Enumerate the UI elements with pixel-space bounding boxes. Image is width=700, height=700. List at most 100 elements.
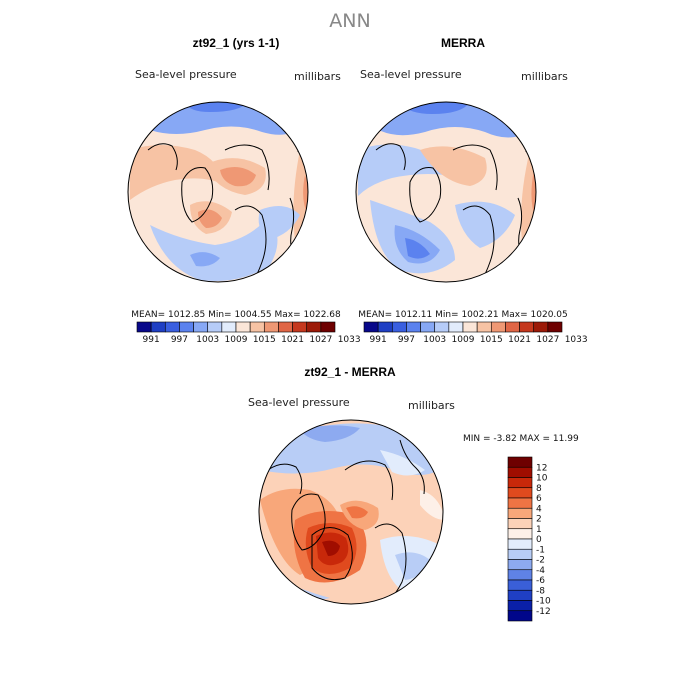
colorbar-swatch <box>306 321 322 333</box>
colorbar-swatch <box>507 487 533 499</box>
field-label: Sea-level pressure <box>360 68 462 81</box>
colorbar-swatch <box>278 321 293 333</box>
colorbar: 991 997 1003 1009 1015 1021 1027 1033 <box>363 321 588 345</box>
colorbar-tick-label: -12 <box>536 607 551 617</box>
colorbar-swatch <box>507 456 533 468</box>
map-border <box>258 419 444 605</box>
colorbar-swatch <box>292 321 308 333</box>
stats-text: MIN = -3.82 MAX = 11.99 <box>463 434 579 444</box>
colorbar-swatch <box>507 518 533 530</box>
colorbar-swatch <box>519 321 535 333</box>
colorbar-swatch <box>507 600 533 612</box>
colorbar-swatch <box>490 321 506 333</box>
panel-difference: zt92_1 - MERRA Sea-level pressure millib… <box>248 365 579 622</box>
colorbar-tick-label: 4 <box>536 504 542 514</box>
colorbar-tick-label: 1021 <box>508 335 531 345</box>
colorbar-swatch <box>507 610 533 622</box>
colorbar: 991 997 1003 1009 1015 1021 1027 1033 <box>136 321 361 345</box>
stats-text: MEAN= 1012.85 Min= 1004.55 Max= 1022.68 <box>131 310 341 320</box>
colorbar-tick-label: 1015 <box>480 335 503 345</box>
units-label: millibars <box>521 70 568 83</box>
colorbar-tick-label: 10 <box>536 474 548 484</box>
colorbar-tick-label: 997 <box>171 335 188 345</box>
colorbar-tick-label: 12 <box>536 463 547 473</box>
colorbar-swatch <box>249 321 265 333</box>
colorbar-swatch <box>462 321 478 333</box>
colorbar-swatch <box>363 321 379 333</box>
map-border <box>127 101 309 283</box>
colorbar-swatch <box>164 321 180 333</box>
colorbar-tick-label: 1033 <box>565 335 588 345</box>
panel-title: zt92_1 (yrs 1-1) <box>193 36 280 50</box>
colorbar-tick-label: 1003 <box>423 335 446 345</box>
colorbar-tick-label: 0 <box>536 535 542 545</box>
colorbar-swatch <box>507 579 533 591</box>
colorbar-swatch <box>377 321 393 333</box>
colorbar-swatch <box>507 559 533 571</box>
colorbar-swatch <box>507 528 533 540</box>
colorbar-swatch <box>505 321 520 333</box>
colorbar-tick-label: 997 <box>398 335 415 345</box>
colorbar-swatch <box>507 538 533 550</box>
colorbar-tick-label: -2 <box>536 556 545 566</box>
colorbar-tick-label: 8 <box>536 484 542 494</box>
stats-text: MEAN= 1012.11 Min= 1002.21 Max= 1020.05 <box>358 310 568 320</box>
panel-reference: MERRA Sea-level pressure millibars MEAN=… <box>355 36 588 345</box>
colorbar-tick-label: 1021 <box>281 335 304 345</box>
colorbar-swatch <box>221 321 237 333</box>
colorbar-swatch <box>448 321 464 333</box>
polar-map <box>259 420 443 604</box>
colorbar-swatch <box>420 321 436 333</box>
panel-title: MERRA <box>441 36 485 50</box>
colorbar-tick-label: 1027 <box>536 335 559 345</box>
colorbar-swatch <box>136 321 152 333</box>
main-title: ANN <box>329 10 370 32</box>
colorbar-swatch <box>193 321 209 333</box>
colorbar-swatch <box>207 321 223 333</box>
units-label: millibars <box>294 70 341 83</box>
polar-map <box>356 102 536 282</box>
colorbar-tick-label: 6 <box>536 494 542 504</box>
colorbar-tick-label: -1 <box>536 545 545 555</box>
colorbar-tick-label: 1033 <box>338 335 361 345</box>
colorbar-swatch <box>320 321 336 333</box>
colorbar-swatch <box>507 497 533 509</box>
colorbar-tick-label: 1 <box>536 525 542 535</box>
colorbar-swatch <box>263 321 279 333</box>
colorbar-swatch <box>507 569 533 581</box>
colorbar-swatch <box>434 321 450 333</box>
coastlines <box>267 439 425 604</box>
colorbar-swatch <box>476 321 492 333</box>
field-label: Sea-level pressure <box>248 396 350 409</box>
field-label: Sea-level pressure <box>135 68 237 81</box>
colorbar-tick-label: -10 <box>536 597 551 607</box>
colorbar-tick-label: -8 <box>536 586 545 596</box>
colorbar-swatch <box>235 321 251 333</box>
colorbar-tick-label: 1015 <box>253 335 276 345</box>
colorbar-tick-label: 1027 <box>309 335 332 345</box>
colorbar-swatch <box>533 321 549 333</box>
colorbar-tick-label: 2 <box>536 515 542 525</box>
colorbar-swatch <box>507 466 533 478</box>
colorbar-tick-label: 1009 <box>225 335 248 345</box>
colorbar-swatch <box>150 321 166 333</box>
colorbar-tick-label: -4 <box>536 566 545 576</box>
colorbar-swatch <box>507 548 533 560</box>
map-border <box>355 101 537 283</box>
colorbar-tick-label: 991 <box>370 335 387 345</box>
colorbar-swatch <box>406 321 421 333</box>
units-label: millibars <box>408 399 455 412</box>
colorbar-swatch <box>547 321 563 333</box>
panel-title: zt92_1 - MERRA <box>304 365 396 379</box>
colorbar-tick-label: 1003 <box>196 335 219 345</box>
panel-model: zt92_1 (yrs 1-1) Sea-level pressure mill… <box>127 36 361 345</box>
colorbar-swatch <box>391 321 407 333</box>
polar-map <box>128 102 308 282</box>
colorbar-tick-label: -6 <box>536 576 545 586</box>
colorbar-swatch <box>507 507 533 519</box>
colorbar-swatch <box>507 589 533 601</box>
colorbar-swatch <box>179 321 194 333</box>
colorbar-tick-label: 991 <box>143 335 160 345</box>
